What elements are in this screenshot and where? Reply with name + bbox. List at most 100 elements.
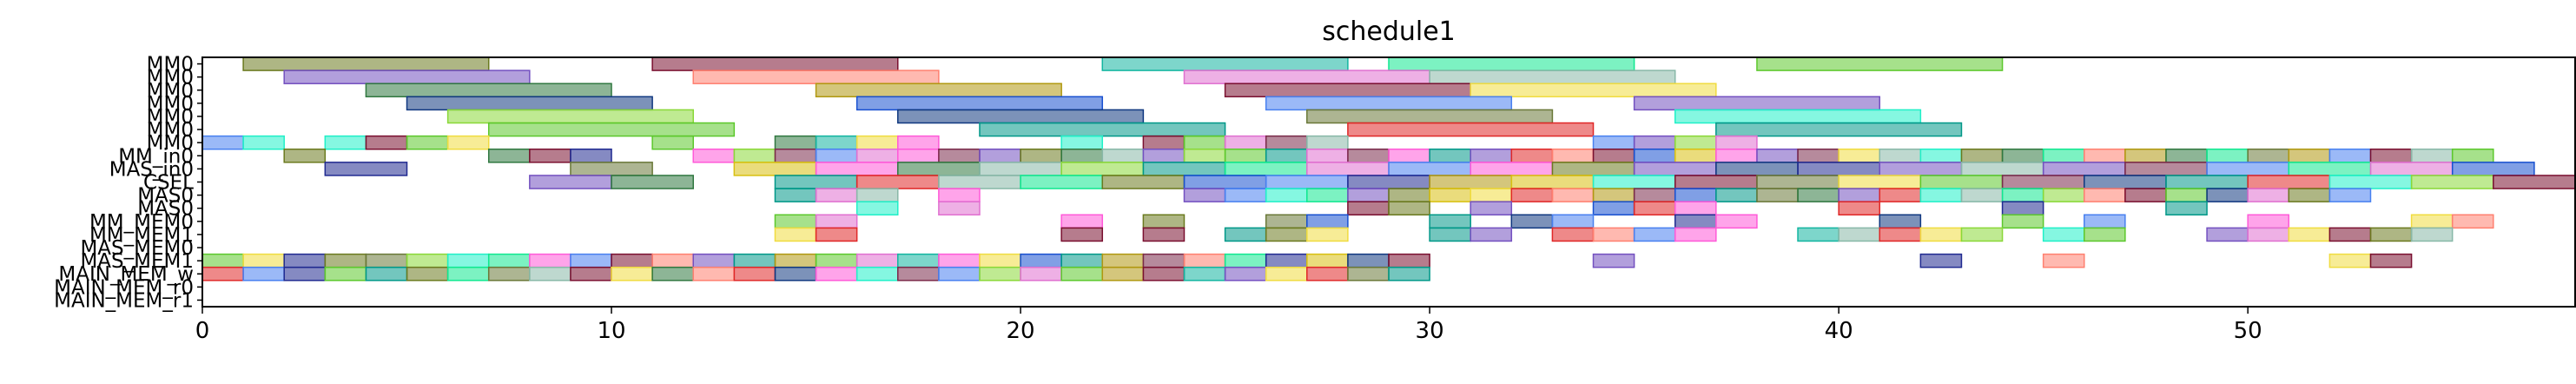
bar-69: [1470, 148, 1513, 163]
bar-90: [2328, 148, 2372, 163]
bar-273: [570, 266, 612, 281]
bar-153: [1470, 188, 1513, 202]
bar-89: [2288, 148, 2331, 163]
bar-203: [774, 227, 817, 242]
bar-56: [938, 148, 981, 163]
bar-97: [815, 162, 899, 176]
bar-43: [1633, 135, 1676, 150]
bar-218: [1879, 227, 1922, 242]
bar-264: [201, 266, 244, 281]
bar-123: [1020, 175, 1104, 189]
y-tick-label-11: MAS0: [137, 198, 194, 221]
bar-142: [774, 188, 817, 202]
bar-233: [365, 253, 408, 268]
y-tick-label-14: MAS_MEM0: [80, 237, 194, 260]
bar-185: [2165, 201, 2208, 216]
bar-92: [2410, 148, 2454, 163]
bar-74: [1674, 148, 1717, 163]
bar-54: [855, 148, 899, 163]
x-tick-label-4: 40: [1825, 318, 1853, 344]
bar-86: [2165, 148, 2208, 163]
bar-105: [1470, 162, 1554, 176]
y-tick-label-2: MM0: [147, 80, 194, 103]
bar-208: [1265, 227, 1308, 242]
bar-200: [2247, 214, 2290, 229]
bar-166: [2001, 188, 2044, 202]
bar-219: [1919, 227, 1963, 242]
bar-135: [2001, 175, 2085, 189]
bar-276: [692, 266, 736, 281]
y-tick-label-1: MM0: [147, 67, 194, 89]
bar-27: [324, 135, 367, 150]
bar-220: [1960, 227, 2004, 242]
bar-196: [1715, 214, 1758, 229]
bar-99: [979, 162, 1062, 176]
bar-182: [1674, 201, 1717, 216]
bar-282: [938, 266, 981, 281]
bar-211: [1470, 227, 1513, 242]
bar-6: [692, 70, 940, 84]
bar-234: [406, 253, 449, 268]
bar-3: [1388, 56, 1635, 71]
bar-286: [1101, 266, 1145, 281]
bar-78: [1838, 148, 1880, 163]
bar-285: [1060, 266, 1104, 281]
bar-291: [1306, 266, 1349, 281]
bar-103: [1306, 162, 1390, 176]
bar-205: [1060, 227, 1104, 242]
bar-110: [1879, 162, 1963, 176]
bar-38: [1183, 135, 1226, 150]
bar-82: [2001, 148, 2044, 163]
y-tick-label-16: MAIN_MEM_w: [58, 263, 194, 286]
y-tick-label-10: MAS0: [137, 185, 194, 208]
bar-262: [2328, 253, 2372, 268]
bar-11: [1224, 83, 1471, 98]
y-tick-label-8: MAS_in0: [109, 158, 194, 181]
bar-62: [1183, 148, 1226, 163]
bar-180: [1592, 201, 1635, 216]
bar-28: [365, 135, 408, 150]
y-tick-labels: MM0MM0MM0MM0MM0MM0MM0MM_in0MAS_in0CSELMA…: [54, 54, 202, 312]
bar-83: [2042, 148, 2085, 163]
bar-94: [324, 162, 408, 176]
x-tick-label-0: 0: [195, 318, 210, 344]
bar-100: [1060, 162, 1145, 176]
bar-289: [1224, 266, 1267, 281]
bar-248: [979, 253, 1021, 268]
bar-137: [2165, 175, 2249, 189]
bar-268: [365, 266, 408, 281]
bar-152: [1429, 188, 1471, 202]
bar-52: [774, 148, 817, 163]
bar-225: [2288, 227, 2331, 242]
bar-107: [1633, 162, 1717, 176]
bar-280: [855, 266, 899, 281]
bar-30: [446, 135, 490, 150]
bar-229: [201, 253, 244, 268]
bar-157: [1633, 188, 1676, 202]
bar-108: [1715, 162, 1799, 176]
bar-15: [1265, 96, 1513, 111]
bar-112: [2042, 162, 2126, 176]
bar-121: [855, 175, 940, 189]
bar-98: [897, 162, 981, 176]
bar-274: [611, 266, 653, 281]
bar-87: [2206, 148, 2249, 163]
y-tick-label-13: MM_MEM1: [89, 224, 194, 247]
bar-263: [2369, 253, 2413, 268]
bar-143: [815, 188, 858, 202]
bar-114: [2206, 162, 2290, 176]
bar-246: [897, 253, 940, 268]
bar-238: [570, 253, 612, 268]
bar-34: [855, 135, 899, 150]
bar-139: [2328, 175, 2413, 189]
bar-266: [283, 266, 327, 281]
bar-20: [1674, 109, 1922, 124]
bar-101: [1142, 162, 1226, 176]
bar-144: [855, 188, 899, 202]
bar-79: [1879, 148, 1922, 163]
bar-242: [733, 253, 776, 268]
bar-213: [1592, 227, 1635, 242]
bar-168: [2084, 188, 2126, 202]
bar-188: [1060, 214, 1104, 229]
